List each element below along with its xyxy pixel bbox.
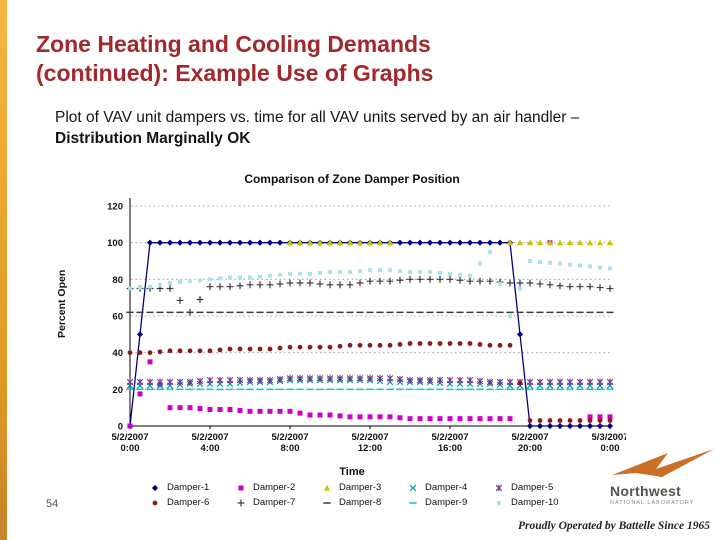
slide-title: Zone Heating and Cooling Demands (contin…	[36, 30, 676, 88]
legend-label: Damper-3	[339, 482, 382, 493]
svg-text:60: 60	[112, 312, 123, 323]
pnnl-logo: Northwest NATIONAL LABORATORY	[610, 449, 718, 506]
x-axis-label: Time	[339, 466, 365, 478]
legend-marker-icon	[323, 501, 331, 504]
slide-title-line1: Zone Heating and Cooling Demands	[36, 31, 431, 57]
chart-legend: Damper-1 Damper-2 Damper-3 Damper-4 Damper-5…	[148, 480, 584, 510]
legend-label: Damper-1	[167, 482, 210, 493]
legend-item: Damper-3	[320, 480, 406, 495]
y-axis-label: Percent Open	[56, 269, 68, 338]
logo-tagline: Proudly Operated by Battelle Since 1965	[518, 520, 710, 532]
damper-chart-svg: 0 20 40 60 80 100 120 5/2/2007 0:00 5/2/2007 4:00 5…	[107, 198, 626, 454]
legend-marker-icon	[495, 484, 503, 491]
svg-text:100: 100	[107, 238, 123, 249]
legend-item: Damper-2	[234, 480, 320, 495]
pnnl-logo-arrow-icon	[612, 449, 714, 477]
accent-bar	[0, 0, 7, 540]
body-text-bold: Distribution Marginally OK	[55, 129, 251, 147]
legend-item: Damper-7	[234, 495, 320, 510]
legend-item: Damper-4	[406, 480, 492, 495]
legend-item: Damper-8	[320, 495, 406, 510]
legend-label: Damper-4	[425, 482, 468, 493]
legend-marker-icon	[409, 501, 417, 504]
legend-label: Damper-5	[511, 482, 554, 493]
svg-text:80: 80	[112, 275, 123, 286]
legend-marker-icon	[323, 484, 331, 491]
legend-marker-icon	[238, 485, 244, 490]
svg-text:0: 0	[118, 422, 123, 433]
slide-body-text: Plot of VAV unit dampers vs. time for al…	[55, 108, 655, 150]
legend-marker-icon	[237, 499, 245, 506]
legend-item: Damper-6	[148, 495, 234, 510]
legend-marker-icon	[497, 500, 501, 505]
svg-text:20: 20	[112, 385, 123, 396]
legend-label: Damper-8	[339, 497, 382, 508]
legend-marker-icon	[409, 484, 417, 491]
legend-label: Damper-7	[253, 497, 296, 508]
legend-marker-icon	[152, 500, 158, 505]
page-number: 54	[46, 498, 59, 510]
legend-label: Damper-6	[167, 497, 210, 508]
logo-name: Northwest	[610, 483, 682, 499]
svg-text:40: 40	[112, 348, 123, 359]
logo-sub: NATIONAL LABORATORY	[610, 500, 695, 506]
legend-item: Damper-10	[492, 495, 578, 510]
legend-label: Damper-2	[253, 482, 296, 493]
slide-title-line2: (continued): Example Use of Graphs	[36, 59, 434, 86]
legend-item: Damper-5	[492, 480, 578, 495]
chart-title: Comparison of Zone Damper Position	[244, 172, 460, 186]
legend-item: Damper-9	[406, 495, 492, 510]
legend-marker-icon	[151, 484, 159, 491]
legend-label: Damper-10	[511, 497, 559, 508]
svg-text:120: 120	[107, 202, 123, 213]
legend-label: Damper-9	[425, 497, 468, 508]
body-text-normal: Plot of VAV unit dampers vs. time for al…	[55, 109, 580, 126]
legend-item: Damper-1	[148, 480, 234, 495]
